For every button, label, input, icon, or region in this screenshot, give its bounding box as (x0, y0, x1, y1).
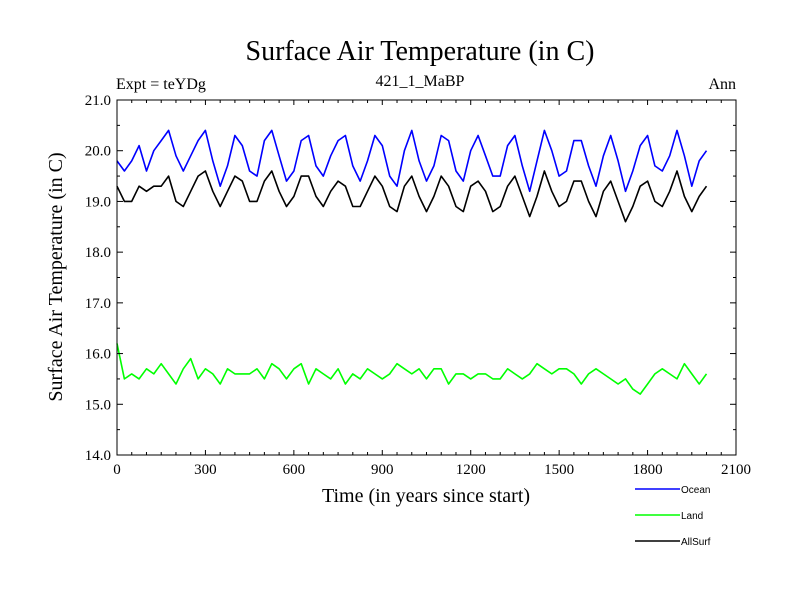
x-tick-label: 1800 (633, 462, 663, 478)
x-tick-label: 600 (283, 462, 306, 478)
legend-label-allsurf: AllSurf (681, 537, 711, 548)
plot-series-group (116, 129, 708, 395)
legend-label-ocean: Ocean (681, 485, 710, 496)
y-tick-label: 21.0 (85, 93, 111, 109)
series-line-ocean (116, 129, 708, 193)
y-tick-label: 15.0 (85, 397, 111, 413)
x-tick-label: 2100 (721, 462, 751, 478)
x-axis-title: Time (in years since start) (322, 485, 530, 507)
chart-title: Surface Air Temperature (in C) (246, 36, 595, 67)
x-tick-label: 300 (194, 462, 217, 478)
x-tick-label: 1200 (456, 462, 486, 478)
y-tick-label: 16.0 (85, 347, 111, 363)
period-label: Ann (708, 76, 736, 93)
y-axis: 14.0 15.0 16.0 17.0 18.0 19.0 20.0 21.0 (85, 93, 736, 464)
legend-label-land: Land (681, 511, 703, 522)
x-tick-label: 0 (113, 462, 121, 478)
x-tick-label: 1500 (544, 462, 574, 478)
x-axis: 0 300 600 900 1200 1500 1800 2100 (113, 100, 751, 478)
plot-frame (116, 99, 737, 456)
series-line-land (116, 343, 708, 395)
experiment-label: Expt = teYDg (116, 76, 206, 93)
chart-subtitle: 421_1_MaBP (376, 73, 465, 90)
legend: Ocean Land AllSurf (635, 485, 711, 548)
series-line-allsurf (116, 170, 708, 223)
y-tick-label: 19.0 (85, 194, 111, 210)
y-tick-label: 18.0 (85, 245, 111, 261)
x-tick-label: 900 (371, 462, 394, 478)
y-tick-label: 14.0 (85, 448, 111, 464)
y-tick-label: 20.0 (85, 144, 111, 160)
y-tick-label: 17.0 (85, 296, 111, 312)
y-axis-title: Surface Air Temperature (in C) (45, 152, 67, 401)
